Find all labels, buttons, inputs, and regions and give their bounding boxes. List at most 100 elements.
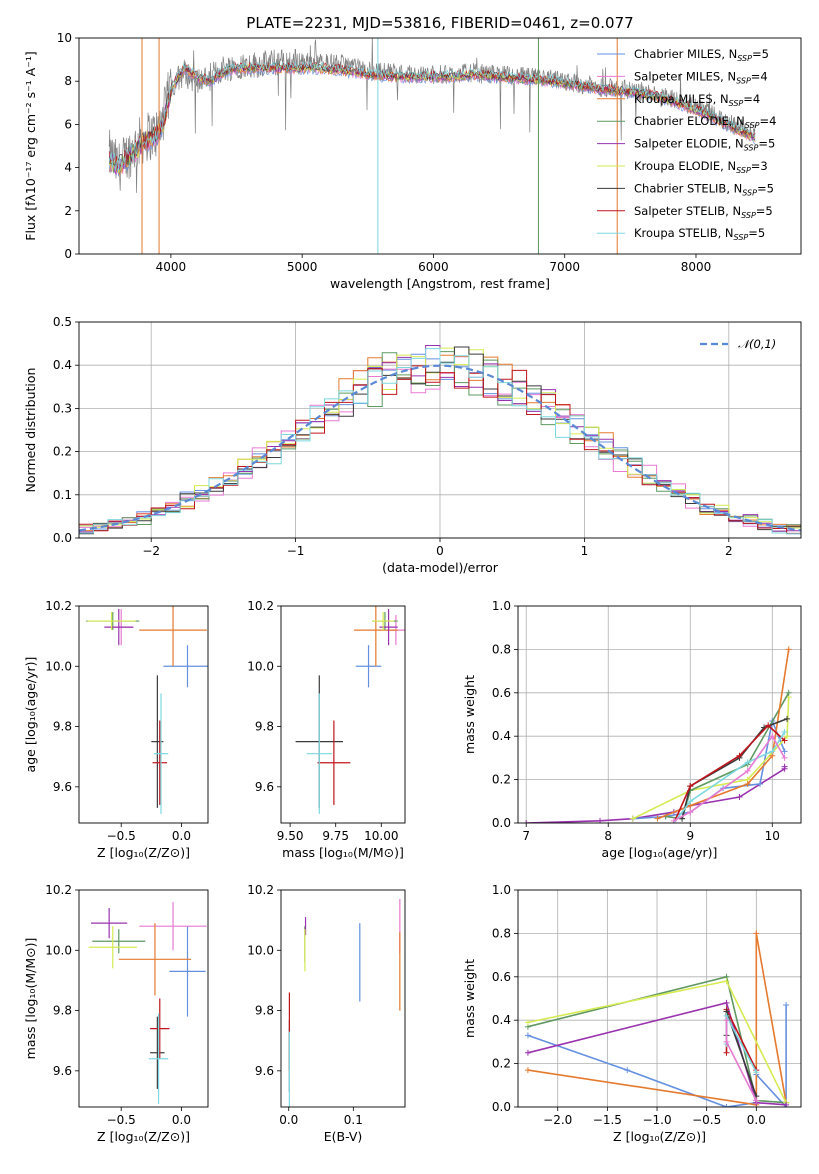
x-tick-label: 1 [581,544,589,558]
x-tick-label: 0.0 [279,1113,298,1127]
weight-marker-salpeter_stelib [736,752,743,759]
weight-line-kroupa_miles [527,933,787,1106]
legend-subscript: SSP [744,144,759,153]
x-tick-label: −0.5 [107,1113,136,1127]
legend-subscript: SSP [742,188,757,197]
legend-entry-kroupa_stelib: Kroupa STELIB, NSSP=5 [634,226,765,242]
x-tick-label: 9.75 [322,829,349,843]
legend-subscript: SSP [741,211,756,220]
plot-area [86,606,208,814]
legend-text: Kroupa ELODIE, N [634,159,736,173]
legend-text: Chabrier ELODIE, N [634,114,745,128]
x-tick-label: 0.0 [172,829,191,843]
y-tick-label: 1.0 [492,599,511,613]
weight-marker-chabrier_stelib [784,715,791,722]
y-tick-label: 9.6 [255,1064,274,1078]
y-tick-label: 10.2 [45,599,72,613]
x-tick-label: −1.0 [642,1113,671,1127]
legend-text: Chabrier MILES, N [634,47,737,61]
y-tick-label: 0.8 [492,926,511,940]
y-tick-label: 10.0 [45,943,72,957]
weight-marker-kroupa_stelib [781,728,788,735]
legend-suffix: =4 [751,69,768,83]
weight-marker-kroupa_elodie [524,1019,531,1026]
weight-marker-kroupa_elodie [784,733,791,740]
x-tick-label: −1.5 [593,1113,622,1127]
weight-marker-chabrier_miles [524,1032,531,1039]
legend-subscript: SSP [737,54,752,63]
weight-marker-salpeter_elodie [523,820,530,823]
y-tick-label: 0.4 [492,1013,511,1027]
legend-suffix: =5 [756,204,773,218]
x-axis-label: (data-model)/error [382,560,499,575]
x-tick-label: 2 [725,544,733,558]
y-axis-label: mass weight [462,959,477,1038]
x-tick-label: 5000 [287,260,318,274]
panel-weight_vs_Z: −2.0 −1.5 −1.0 −0.5 0.0 0.0 0.2 0.4 0.6 0.8 1.0 Z [… [462,883,802,1144]
weight-marker-chabrier_miles [781,748,788,755]
x-tick-label: 7000 [549,260,580,274]
legend-entry-salpeter_stelib: Salpeter STELIB, NSSP=5 [634,204,773,220]
weight-marker-chabrier_miles [783,1002,790,1009]
x-tick-label: −0.5 [692,1113,721,1127]
plot-area [79,322,801,538]
y-tick-label: 6 [64,117,72,131]
weight-marker-kroupa_stelib [744,759,751,766]
x-axis-label: age [log₁₀(age/yr)] [602,845,718,860]
x-axis-label: Z [log₁₀(Z/Z⊙)] [613,1129,706,1144]
chart-title: PLATE=2231, MJD=53816, FIBERID=0461, z=0… [246,14,633,32]
x-tick-label: −1 [287,544,305,558]
weight-marker-salpeter_elodie [723,999,730,1006]
weight-marker-salpeter_miles [753,1097,760,1104]
weight-marker-kroupa_miles [654,815,661,822]
weight-marker-kroupa_elodie [629,815,636,822]
y-tick-label: 10.2 [45,883,72,897]
legend-suffix: =5 [748,226,765,240]
legend-text: Kroupa STELIB, N [634,226,734,240]
weight-marker-salpeter_elodie [781,763,788,770]
axes-frame [280,605,406,824]
weight-line-chabrier_miles [632,718,786,820]
legend-suffix: =5 [757,181,774,195]
x-axis-label: mass [log₁₀(M/M⊙)] [282,845,404,860]
panel-weight_vs_age: 7 8 9 10 0.0 0.2 0.4 0.6 0.8 1.0 age [log₁₀(age/yr… [462,599,802,860]
y-tick-label: 0.0 [53,531,72,545]
y-tick-label: 0.2 [53,445,72,459]
y-tick-label: 0.2 [492,1057,511,1071]
y-tick-label: 10.0 [247,659,274,673]
plot-area [295,606,405,814]
x-tick-label: 9 [686,829,694,843]
x-tick-label: 10 [765,829,780,843]
weight-marker-kroupa_stelib [687,798,694,805]
x-tick-label: 10.00 [364,829,398,843]
y-tick-label: 0.1 [53,488,72,502]
x-axis-label: wavelength [Angstrom, rest frame] [330,276,550,291]
x-tick-label: 0.1 [344,1113,363,1127]
weight-marker-kroupa_stelib [753,1069,760,1076]
y-axis-label: mass weight [462,675,477,754]
y-tick-label: 9.8 [255,1004,274,1018]
y-tick-label: 2 [64,204,72,218]
x-axis-label: Z [log₁₀(Z/Z⊙)] [97,845,190,860]
weight-marker-salpeter_miles [687,809,694,816]
y-tick-label: 0.0 [492,816,511,830]
weight-marker-kroupa_miles [753,930,760,937]
y-tick-label: 9.6 [255,780,274,794]
axes-frame [517,605,802,824]
y-tick-label: 0.6 [492,970,511,984]
x-tick-label: 0.0 [172,1113,191,1127]
x-axis-label: E(B-V) [324,1129,363,1144]
legend-suffix: =4 [760,114,777,128]
weight-marker-kroupa_elodie [723,978,730,985]
panel-age_vs_Z: −0.5 0.0 9.6 9.8 10.0 10.2 Z [log₁₀(Z/Z⊙)] age … [23,599,209,860]
axes-frame [78,37,802,255]
y-tick-label: 10.0 [247,943,274,957]
legend-entry-chabrier_stelib: Chabrier STELIB, NSSP=5 [634,181,774,197]
legend-text: Salpeter MILES, N [634,69,736,83]
legend-entry-kroupa_miles: Kroupa MILES, NSSP=4 [634,92,760,108]
x-tick-label: 0 [436,544,444,558]
panel-mass_vs_Z: −0.5 0.0 9.6 9.8 10.0 10.2 Z [log₁₀(Z/Z⊙)] mass… [23,883,209,1144]
plot-area [518,606,801,823]
y-tick-label: 10.2 [247,883,274,897]
axes-frame [517,889,802,1108]
